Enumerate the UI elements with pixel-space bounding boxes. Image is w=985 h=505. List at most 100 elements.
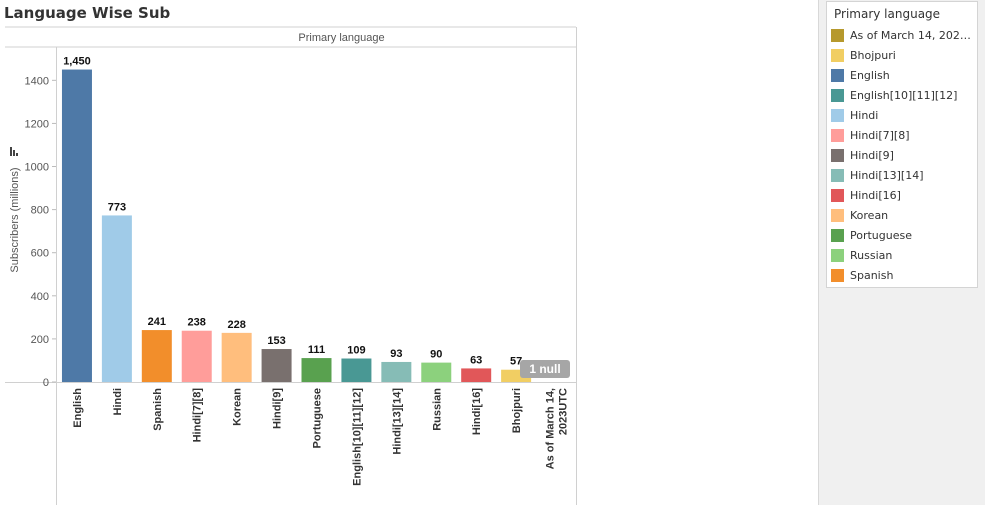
data-label: 1,450 — [63, 56, 91, 68]
chart-frame: Primary language — [5, 26, 577, 505]
bar — [61, 69, 92, 382]
legend-swatch — [831, 108, 844, 122]
data-label: 238 — [188, 317, 206, 329]
legend-item[interactable]: English — [827, 65, 977, 85]
legend-label: English — [850, 68, 890, 82]
legend-item[interactable]: Hindi[16] — [827, 185, 977, 205]
legend-item[interactable]: Bhojpuri — [827, 45, 977, 65]
bar — [381, 361, 412, 382]
column-header: Primary language — [298, 32, 384, 44]
category-label: Hindi — [112, 388, 124, 416]
data-label: 111 — [308, 344, 325, 356]
bar — [221, 332, 252, 382]
bar-chart-icon — [10, 147, 18, 156]
bar — [341, 358, 372, 382]
data-label: 90 — [430, 349, 442, 361]
legend[interactable]: Primary language As of March 14, 2023UT.… — [826, 1, 978, 288]
legend-label: English[10][11][12] — [850, 88, 958, 102]
bar — [261, 349, 292, 382]
bar — [461, 368, 492, 382]
legend-label: Hindi[9] — [850, 148, 894, 162]
y-tick-label: 1000 — [25, 162, 49, 174]
legend-label: Hindi[16] — [850, 188, 901, 202]
legend-swatch — [831, 188, 844, 202]
legend-label: As of March 14, 2023UT.. — [850, 28, 977, 42]
data-label: 57 — [510, 356, 522, 368]
legend-label: Russian — [850, 248, 893, 262]
data-label: 773 — [108, 201, 126, 213]
data-label: 93 — [390, 348, 402, 360]
legend-swatch — [831, 148, 844, 162]
category-label: Korean — [232, 388, 244, 426]
category-label: As of March 14, — [545, 388, 557, 469]
legend-swatch — [831, 248, 844, 262]
legend-item[interactable]: Hindi[7][8] — [827, 125, 977, 145]
legend-item[interactable]: Korean — [827, 205, 977, 225]
legend-item[interactable]: Russian — [827, 245, 977, 265]
category-label: Spanish — [152, 388, 164, 431]
y-axis: 0 200 400 600 800 1000 1200 1400 Subscribers (mi… — [9, 75, 56, 389]
category-label: Bhojpuri — [511, 388, 523, 433]
legend-item[interactable]: As of March 14, 2023UT.. — [827, 25, 977, 45]
bar — [181, 330, 212, 382]
bar-chart-icon-bar — [16, 153, 18, 156]
data-label: 228 — [227, 319, 245, 331]
bar — [301, 358, 332, 382]
category-label: Hindi[7][8] — [192, 388, 204, 443]
category-label: Hindi[16] — [471, 388, 483, 435]
data-label: 241 — [148, 316, 166, 328]
y-axis-title: Subscribers (millions) — [9, 167, 21, 272]
legend-swatch — [831, 168, 844, 182]
category-label: English[10][11][12] — [351, 388, 363, 486]
y-tick-label: 600 — [31, 248, 49, 260]
null-indicator[interactable]: 1 null — [520, 360, 570, 378]
legend-label: Portuguese — [850, 228, 912, 242]
chart-marks: 1,450 773 241 238 228 153 111 109 93 90 63 57 1 null — [63, 56, 570, 378]
y-tick-label: 800 — [31, 205, 49, 217]
category-label: Hindi[13][14] — [391, 388, 403, 455]
data-label: 153 — [267, 335, 285, 347]
category-label: Portuguese — [312, 388, 324, 449]
legend-label: Korean — [850, 208, 889, 222]
bars — [61, 69, 532, 382]
bar-chart-icon-bar — [10, 147, 12, 156]
legend-item[interactable]: English[10][11][12] — [827, 85, 977, 105]
legend-swatch — [831, 208, 844, 222]
legend-item[interactable]: Hindi[9] — [827, 145, 977, 165]
y-tick-label: 0 — [43, 377, 49, 389]
legend-item[interactable]: Hindi — [827, 105, 977, 125]
category-label: Hindi[9] — [272, 388, 284, 429]
legend-swatch — [831, 48, 844, 62]
category-label: Russian — [431, 388, 443, 431]
chart-title: Language Wise Sub — [4, 4, 171, 22]
data-label: 63 — [470, 354, 482, 366]
data-label: 109 — [347, 345, 365, 357]
null-indicator-background — [520, 360, 570, 378]
legend-label: Bhojpuri — [850, 48, 896, 62]
legend-item[interactable]: Spanish — [827, 265, 977, 285]
category-label: English — [72, 388, 84, 428]
legend-label: Spanish — [850, 268, 894, 282]
bar — [141, 330, 172, 382]
legend-swatch — [831, 128, 844, 142]
legend-label: Hindi[13][14] — [850, 168, 924, 182]
legend-label: Hindi[7][8] — [850, 128, 910, 142]
null-indicator-label: 1 null — [529, 362, 560, 376]
legend-item[interactable]: Hindi[13][14] — [827, 165, 977, 185]
legend-item[interactable]: Portuguese — [827, 225, 977, 245]
bar-chart-icon-bar — [13, 150, 15, 156]
legend-swatch — [831, 88, 844, 102]
bar — [421, 362, 452, 382]
legend-swatch — [831, 28, 844, 42]
legend-swatch — [831, 268, 844, 282]
y-tick-label: 200 — [31, 334, 49, 346]
category-label: 2023UTC — [558, 388, 570, 435]
bar-chart: Primary language 0 200 400 600 800 1000 1200 14… — [5, 26, 577, 505]
legend-items: As of March 14, 2023UT.. Bhojpuri English E… — [827, 25, 977, 285]
legend-label: Hindi — [850, 108, 879, 122]
x-axis: English Hindi Spanish Hindi[7][8] Korean Hind… — [72, 388, 570, 486]
legend-swatch — [831, 228, 844, 242]
bar — [101, 215, 132, 382]
legend-swatch — [831, 68, 844, 82]
legend-title: Primary language — [834, 7, 941, 21]
